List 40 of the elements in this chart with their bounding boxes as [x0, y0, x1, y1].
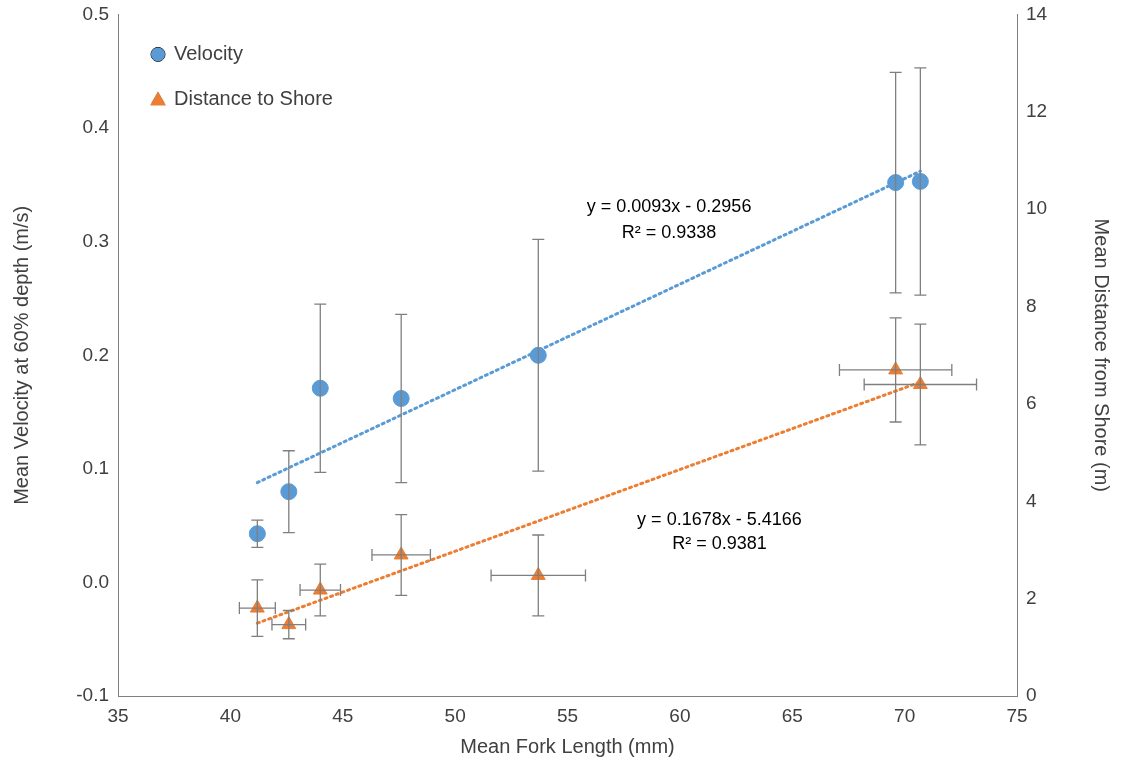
- y-tick-label: 0.4: [82, 116, 110, 138]
- y-tick-label: 0.0: [82, 570, 109, 592]
- y-tick-label: 0.1: [82, 457, 109, 479]
- x-tick-label: 75: [1006, 704, 1028, 726]
- point: [887, 174, 905, 192]
- annotation: R² = 0.9338: [621, 221, 717, 242]
- annotation: R² = 0.9381: [672, 533, 767, 554]
- x-tick-label: 70: [894, 704, 916, 726]
- y2-tick-label: 10: [1026, 197, 1048, 219]
- y2-axis-title: Mean Distance from Shore (m): [1091, 218, 1114, 493]
- y-axis-title: Mean Velocity at 60% depth (m/s): [9, 205, 32, 505]
- y2-tick-label: 2: [1026, 587, 1037, 609]
- x-tick-label: 45: [332, 704, 354, 726]
- x-tick-label: 40: [219, 704, 241, 726]
- y2-tick-label: 0: [1026, 684, 1037, 706]
- x-tick-label: 65: [781, 704, 803, 726]
- legend-label: Distance to Shore: [174, 86, 333, 109]
- x-axis-title: Mean Fork Length (mm): [460, 734, 675, 757]
- x-tick-label: 50: [444, 704, 466, 726]
- y-tick-label: -0.1: [76, 684, 109, 706]
- y-tick-label: 0.2: [82, 343, 109, 365]
- y2-tick-label: 14: [1026, 2, 1048, 24]
- point: [911, 172, 929, 190]
- x-tick-label: 55: [556, 704, 579, 726]
- y2-tick-label: 4: [1026, 489, 1037, 511]
- point: [529, 346, 547, 364]
- y2-tick-label: 8: [1026, 294, 1037, 316]
- point: [392, 389, 410, 407]
- annotation: y = 0.0093x - 0.2956: [586, 195, 752, 216]
- x-tick-label: 35: [107, 704, 129, 726]
- point: [311, 379, 329, 397]
- y2-tick-label: 6: [1026, 392, 1037, 414]
- point: [248, 525, 266, 543]
- x-tick-label: 60: [669, 704, 691, 726]
- y-tick-label: 0.5: [82, 2, 109, 24]
- legend-label: Velocity: [174, 41, 243, 64]
- y-tick-label: 0.3: [82, 229, 109, 251]
- annotation: y = 0.1678x - 5.4166: [637, 509, 802, 530]
- point: [280, 483, 298, 501]
- y2-tick-label: 12: [1026, 100, 1048, 122]
